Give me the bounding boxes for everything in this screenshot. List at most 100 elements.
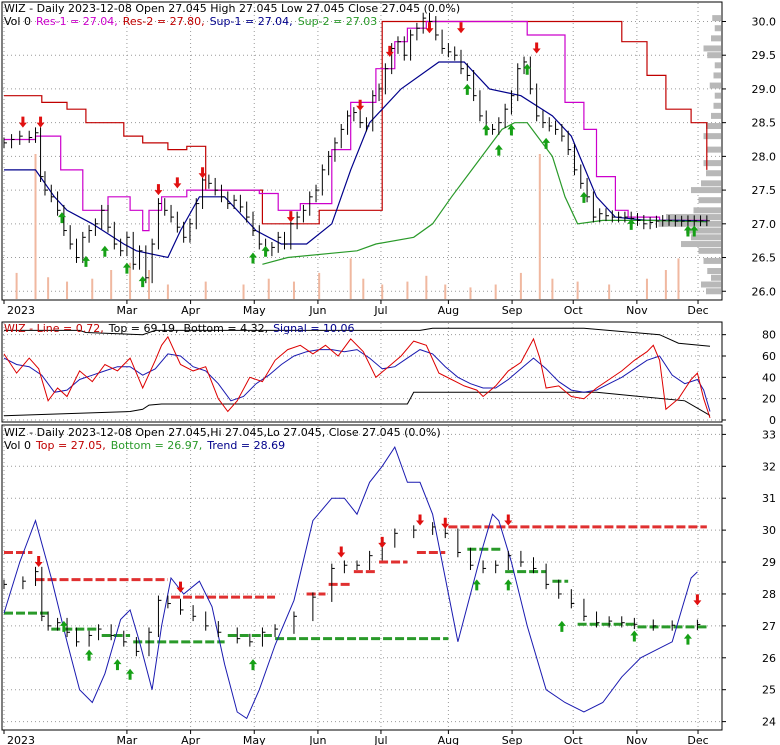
buy-arrow-icon [81, 255, 90, 267]
sell-arrow-icon [154, 184, 163, 196]
buy-arrow-icon [57, 212, 66, 224]
buy-arrow-icon [683, 225, 692, 237]
histogram-bar [703, 160, 721, 167]
x-tick-label: Sep [502, 734, 523, 745]
sell-arrow-icon [286, 211, 295, 223]
histogram-bar [712, 15, 721, 22]
indicator-lines [3, 327, 711, 419]
volume-bar [129, 262, 132, 299]
indicator-y-tick-label: 20 [762, 393, 776, 406]
x-tick-label: Mar [117, 304, 138, 317]
sell-arrow-icon [385, 45, 394, 57]
x-tick-label: Aug [438, 734, 459, 745]
buy-arrow-icon [248, 659, 257, 671]
trend-y-tick-label: 30 [762, 524, 776, 537]
x-tick-label: Jul [373, 734, 387, 745]
buy-arrow-icon [100, 245, 109, 257]
price-grid [3, 3, 721, 299]
volume-bar [677, 258, 680, 299]
legend-item: Top = 27.05, [35, 439, 106, 452]
histogram-bar [686, 227, 721, 234]
indicator-legend: WIZ - Line = 0.72, Top = 69.19, Bottom = 4… [4, 322, 355, 335]
sell-arrow-icon [356, 99, 365, 111]
histogram-bar [703, 45, 721, 52]
histogram-bar [703, 133, 721, 140]
volume-bar [519, 272, 522, 299]
sell-arrow-icon [693, 594, 702, 606]
volume-bar [349, 258, 352, 299]
sell-arrow-icon [416, 514, 425, 526]
histogram-bar [707, 146, 721, 153]
price-y-tick-label: 27.0 [752, 218, 777, 231]
volume-bar [444, 284, 447, 299]
trend-price-bars [3, 522, 701, 657]
price-bars [3, 12, 710, 284]
buy-arrow-icon [261, 245, 270, 257]
histogram-bar [709, 82, 721, 89]
volume-bar [645, 278, 648, 299]
trend-legend: Vol 0 Top = 27.05, Bottom = 26.97, Trend = … [4, 439, 285, 452]
buy-arrow-icon [59, 620, 68, 632]
volume-bar [204, 281, 207, 299]
price-legend: Vol 0 Res-1 = 27.04, Res-2 = 27.80, Sup-1 =… [4, 15, 377, 28]
legend-item: Sup-1 = 27.04, [210, 15, 293, 28]
buy-arrow-icon [122, 262, 131, 274]
sup-2-line [262, 122, 707, 265]
price-y-axis: 30.0 29.5 29.0 28.5 28.0 27.5 27.0 26.5 26.0 [722, 15, 776, 298]
volume-bar [318, 272, 321, 299]
sell-arrow-icon [504, 514, 513, 526]
sup-1-line [4, 61, 707, 259]
sell-arrow-icon [457, 22, 466, 34]
histogram-bar [714, 62, 721, 69]
buy-arrow-icon [504, 579, 513, 591]
x-tick-label: Jun [308, 734, 326, 745]
legend-item: Vol 0 [4, 439, 31, 452]
histogram-bar [693, 207, 721, 214]
buy-arrow-icon [494, 144, 503, 156]
volume-bar [425, 275, 428, 299]
volume-bar [166, 284, 169, 299]
legend-item: Top = 69.19, [108, 322, 179, 335]
volume-bar [267, 278, 270, 299]
legend-item: Vol 0 [4, 15, 31, 28]
histogram-bar [658, 220, 721, 227]
volume-bar [576, 281, 579, 299]
volume-bars [15, 154, 680, 299]
histogram-bar [711, 274, 721, 281]
x-tick-label: Apr [181, 304, 201, 317]
buy-arrow-icon [138, 276, 147, 288]
histogram-bar [713, 102, 721, 109]
histogram-bar [666, 214, 721, 221]
histogram-bar [706, 288, 721, 295]
legend-item: Bottom = 26.97, [111, 439, 203, 452]
indicator-y-axis: 80 60 40 20 0 [722, 329, 776, 427]
indicator-panel: 80 60 40 20 0 WIZ - Line = 0.72, Top = 69.19,… [1, 321, 776, 427]
buy-arrow-icon [507, 124, 516, 136]
legend-item: Res-2 = 27.80, [123, 15, 205, 28]
indicator-plot-frame [1, 321, 723, 423]
indicator-grid [3, 323, 721, 421]
volume-bar [551, 278, 554, 299]
volume-bar [469, 287, 472, 299]
volume-bar [66, 281, 69, 299]
volume-bar [608, 284, 611, 299]
x-tick-label: Aug [438, 304, 459, 317]
x-tick-label: Apr [181, 734, 201, 745]
x-tick-label: Dec [687, 304, 708, 317]
sell-arrow-icon [378, 536, 387, 548]
buy-arrow-icon [463, 83, 472, 95]
price-title: WIZ - Daily 2023-12-08 Open 27.045 High … [4, 2, 460, 15]
x-tick-label: Oct [564, 734, 584, 745]
buy-arrow-icon [472, 579, 481, 591]
histogram-bar [714, 25, 721, 32]
volume-bar [362, 278, 365, 299]
volume-bar [34, 154, 37, 299]
indicator-y-tick-label: 80 [762, 329, 776, 342]
top-line [4, 327, 711, 347]
histogram-bar [711, 112, 721, 119]
buy-arrow-icon [542, 137, 551, 149]
sell-arrow-icon [36, 116, 45, 128]
sell-arrow-icon [425, 22, 434, 34]
trend-line [3, 445, 698, 720]
